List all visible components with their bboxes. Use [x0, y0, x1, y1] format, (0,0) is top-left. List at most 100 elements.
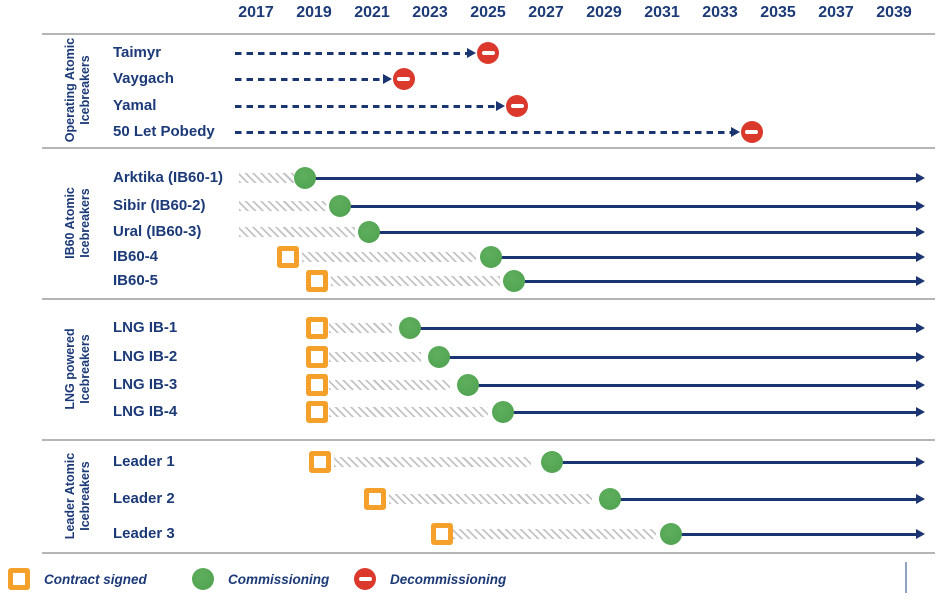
arrowhead-icon: [916, 407, 925, 417]
vessel-name-label: Leader 3: [113, 525, 175, 542]
construction-hatch-bar: [238, 227, 355, 237]
commissioning-icon: [427, 346, 450, 368]
page-edge-marker: [905, 562, 907, 593]
decommissioning-icon: [392, 68, 415, 90]
commissioning-icon: [540, 451, 563, 473]
construction-hatch-bar: [334, 457, 532, 467]
commissioning-icon: [329, 195, 352, 217]
construction-hatch-bar: [328, 323, 393, 333]
legend-label: Contract signed: [44, 571, 147, 587]
vessel-name-label: Taimyr: [113, 44, 162, 61]
contract-signed-icon: [305, 317, 328, 339]
vessel-name-label: Ural (IB60-3): [113, 223, 202, 240]
commissioning-icon: [659, 523, 682, 545]
year-axis-label: 2031: [644, 4, 680, 21]
year-axis-label: 2037: [818, 4, 854, 21]
arrowhead-icon: [496, 101, 505, 111]
contract-signed-icon: [305, 374, 328, 396]
arrowhead-icon: [467, 48, 476, 58]
contract-signed-icon: [363, 488, 386, 510]
service-dashed-line: [235, 77, 383, 81]
vessel-name-label: 50 Let Pobedy: [113, 123, 215, 140]
operation-line: [409, 326, 916, 330]
operation-line: [467, 383, 916, 387]
construction-hatch-bar: [328, 407, 488, 417]
commissioning-icon: [398, 317, 421, 339]
vessel-name-label: Leader 2: [113, 490, 175, 507]
vessel-name-label: IB60-5: [113, 272, 159, 289]
commissioning-icon: [192, 568, 214, 590]
year-axis-label: 2035: [760, 4, 796, 21]
arrowhead-icon: [916, 276, 925, 286]
group-separator-line: [42, 147, 935, 149]
decommissioning-icon: [506, 95, 528, 117]
construction-hatch-bar: [302, 252, 477, 262]
decommissioning-icon: [477, 42, 499, 64]
arrowhead-icon: [916, 494, 925, 504]
operation-line: [490, 255, 916, 259]
arrowhead-icon: [916, 380, 925, 390]
arrowhead-icon: [916, 252, 925, 262]
arrowhead-icon: [916, 323, 925, 333]
construction-hatch-bar: [389, 494, 593, 504]
arrowhead-icon: [916, 529, 925, 539]
vessel-name-label: Sibir (IB60-2): [113, 197, 206, 214]
construction-hatch-bar: [238, 201, 326, 211]
legend-label: Commissioning: [228, 571, 330, 587]
year-axis-label: 2023: [412, 4, 448, 21]
legend-item: Contract signed: [8, 567, 147, 591]
contract-signed-icon: [430, 523, 453, 545]
decommissioning-icon: [354, 568, 376, 590]
vessel-name-label: Yamal: [113, 97, 157, 114]
construction-hatch-bar: [331, 276, 500, 286]
contract-signed-icon: [8, 568, 30, 590]
commissioning-icon: [294, 167, 317, 189]
construction-hatch-bar: [238, 173, 294, 183]
contract-signed-icon: [305, 270, 328, 292]
year-axis-label: 2029: [586, 4, 622, 21]
vessel-name-label: Leader 1: [113, 453, 175, 470]
arrowhead-icon: [916, 457, 925, 467]
operation-line: [551, 460, 916, 464]
service-dashed-line: [235, 130, 731, 134]
construction-hatch-bar: [453, 529, 657, 539]
arrowhead-icon: [916, 227, 925, 237]
operation-line: [340, 204, 916, 208]
operation-line: [502, 410, 916, 414]
group-label-text: IB60 Atomic Icebreakers: [63, 186, 92, 259]
construction-hatch-bar: [328, 352, 422, 362]
group-separator-line: [42, 552, 935, 554]
year-axis-label: 2025: [470, 4, 506, 21]
group-separator-line: [42, 439, 935, 441]
legend-item: Decommissioning: [354, 567, 506, 591]
operation-line: [369, 230, 916, 234]
year-axis-label: 2017: [238, 4, 274, 21]
group-label-text: Leader Atomic Icebreakers: [63, 452, 92, 539]
operation-line: [609, 497, 916, 501]
contract-signed-icon: [305, 401, 328, 423]
year-axis-label: 2019: [296, 4, 332, 21]
commissioning-icon: [491, 401, 514, 423]
year-axis-label: 2021: [354, 4, 390, 21]
contract-signed-icon: [305, 346, 328, 368]
construction-hatch-bar: [328, 380, 451, 390]
legend-label: Decommissioning: [390, 571, 507, 587]
year-axis-label: 2033: [702, 4, 738, 21]
operation-line: [514, 279, 916, 283]
arrowhead-icon: [730, 127, 740, 137]
vessel-name-label: LNG IB-3: [113, 376, 178, 393]
commissioning-icon: [456, 374, 479, 396]
vessel-name-label: Arktika (IB60-1): [113, 169, 224, 186]
group-separator-line: [42, 33, 935, 35]
group-label-text: LNG powered Icebreakers: [63, 327, 92, 410]
group-separator-line: [42, 298, 935, 300]
vessel-name-label: LNG IB-1: [113, 319, 178, 336]
arrowhead-icon: [916, 173, 925, 183]
arrowhead-icon: [916, 352, 925, 362]
commissioning-icon: [503, 270, 526, 292]
year-axis-label: 2039: [876, 4, 912, 21]
vessel-name-label: LNG IB-4: [113, 403, 178, 420]
arrowhead-icon: [382, 74, 392, 84]
contract-signed-icon: [276, 246, 299, 268]
